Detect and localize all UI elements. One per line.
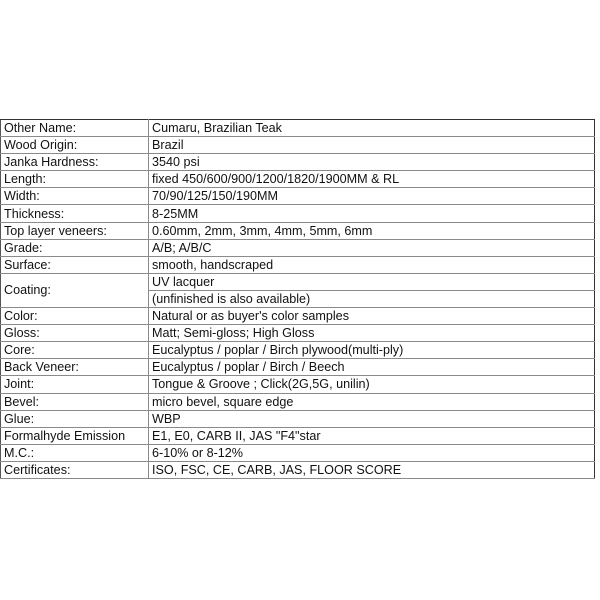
spec-value: UV lacquer <box>148 272 595 291</box>
spec-label: Core: <box>0 341 149 360</box>
spec-value: Brazil <box>148 136 595 155</box>
spec-row: Grade: A/B; A/B/C <box>0 238 595 257</box>
spec-label: Gloss: <box>0 324 149 343</box>
spec-label: Thickness: <box>0 204 149 223</box>
spec-label: Bevel: <box>0 392 149 411</box>
spec-value: smooth, handscraped <box>148 255 595 274</box>
spec-row: Formalhyde Emission E1, E0, CARB II, JAS … <box>0 426 595 445</box>
spec-value: ISO, FSC, CE, CARB, JAS, FLOOR SCORE <box>148 460 595 479</box>
spec-label: Top layer veneers: <box>0 221 149 240</box>
spec-row: Width: 70/90/125/150/190MM <box>0 187 595 206</box>
spec-row-continued: (unfinished is also available) <box>1 289 595 309</box>
spec-label: Length: <box>0 170 149 189</box>
spec-value: Matt; Semi-gloss; High Gloss <box>148 324 595 343</box>
spec-label: Color: <box>0 307 149 326</box>
spec-value: 70/90/125/150/190MM <box>148 187 595 206</box>
spec-row: Gloss: Matt; Semi-gloss; High Gloss <box>0 324 595 343</box>
spec-label: Wood Origin: <box>0 136 149 155</box>
spec-row: Other Name: Cumaru, Brazilian Teak <box>0 118 595 138</box>
spec-value: 6-10% or 8-12% <box>148 443 595 462</box>
spec-row: Certificates: ISO, FSC, CE, CARB, JAS, FL… <box>0 460 595 479</box>
spec-value: Tongue & Groove ; Click(2G,5G, unilin) <box>148 375 595 394</box>
spec-value: WBP <box>148 409 595 428</box>
spec-row: Thickness: 8-25MM <box>0 204 595 223</box>
spec-value: Eucalyptus / poplar / Birch plywood(mult… <box>148 341 595 360</box>
spec-label: Glue: <box>0 409 149 428</box>
spec-value: Cumaru, Brazilian Teak <box>148 118 595 138</box>
spec-value: E1, E0, CARB II, JAS "F4"star <box>148 426 595 445</box>
spec-label: M.C.: <box>0 443 149 462</box>
spec-value: micro bevel, square edge <box>148 392 595 411</box>
spec-row: Bevel: micro bevel, square edge <box>0 392 595 411</box>
spec-row: Top layer veneers: 0.60mm, 2mm, 3mm, 4mm,… <box>0 221 595 240</box>
spec-label: Certificates: <box>0 460 149 479</box>
spec-row: Joint: Tongue & Groove ; Click(2G,5G, uni… <box>0 375 595 394</box>
spec-row: Surface: smooth, handscraped <box>0 255 595 274</box>
spec-label: Grade: <box>0 238 149 257</box>
spec-value: 3540 psi <box>148 153 595 172</box>
spec-label: Other Name: <box>0 118 149 138</box>
spec-label: Formalhyde Emission <box>0 426 149 445</box>
spec-label: Joint: <box>0 375 149 394</box>
spec-row: Coating: UV lacquer <box>0 272 595 309</box>
spec-table: Other Name: Cumaru, Brazilian Teak Wood Or… <box>0 118 595 479</box>
spec-row: Wood Origin: Brazil <box>0 136 595 155</box>
spec-value: fixed 450/600/900/1200/1820/1900MM & RL <box>148 170 595 189</box>
spec-row: Janka Hardness: 3540 psi <box>0 153 595 172</box>
spec-label: Janka Hardness: <box>0 153 149 172</box>
spec-row: Back Veneer: Eucalyptus / poplar / Birch … <box>0 358 595 377</box>
spec-value: 8-25MM <box>148 204 595 223</box>
spec-value: (unfinished is also available) <box>148 289 595 309</box>
spec-value: Eucalyptus / poplar / Birch / Beech <box>148 358 595 377</box>
spec-label: Width: <box>0 187 149 206</box>
spec-row: Color: Natural or as buyer's color sample… <box>0 307 595 326</box>
spec-value: 0.60mm, 2mm, 3mm, 4mm, 5mm, 6mm <box>148 221 595 240</box>
spec-value: A/B; A/B/C <box>148 238 595 257</box>
spec-row: Glue: WBP <box>0 409 595 428</box>
spec-value: Natural or as buyer's color samples <box>148 307 595 326</box>
spec-row: Length: fixed 450/600/900/1200/1820/1900M… <box>0 170 595 189</box>
spec-row: M.C.: 6-10% or 8-12% <box>0 443 595 462</box>
spec-row: Core: Eucalyptus / poplar / Birch plywood… <box>0 341 595 360</box>
spec-label: Surface: <box>0 255 149 274</box>
spec-label: Coating: <box>0 272 149 309</box>
spec-label: Back Veneer: <box>0 358 149 377</box>
